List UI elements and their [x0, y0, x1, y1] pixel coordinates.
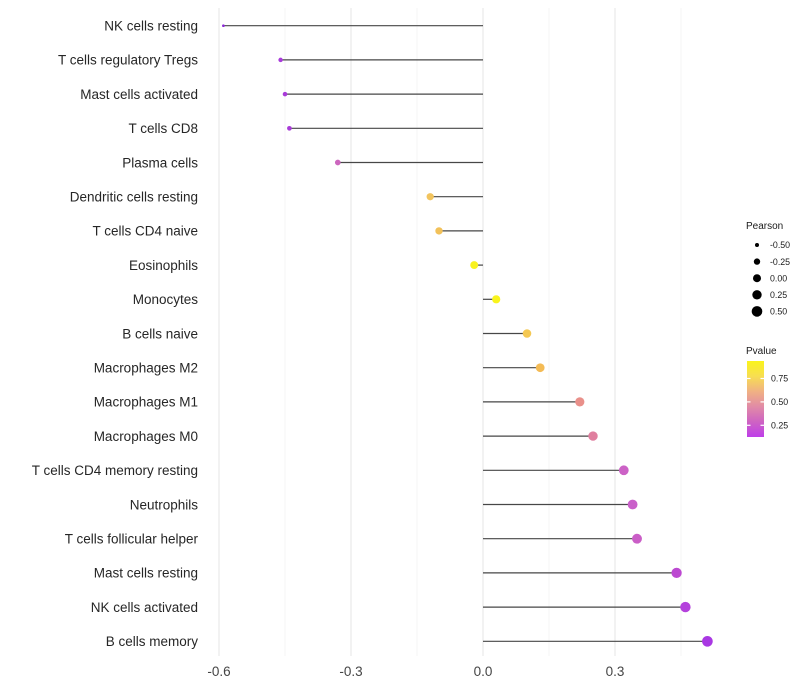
lollipop-dot: [535, 363, 545, 373]
y-axis-category-label: NK cells activated: [91, 600, 198, 615]
y-axis-category-label: Macrophages M0: [94, 429, 198, 444]
x-axis-tick-label: 0.0: [474, 664, 493, 679]
lollipop-dot: [588, 431, 598, 441]
legend-size-label: 0.25: [770, 290, 787, 300]
legend-size-dot: [754, 242, 760, 248]
lollipop-dot: [426, 193, 434, 201]
y-axis-category-label: Mast cells resting: [94, 566, 198, 581]
x-axis-tick-label: -0.6: [207, 664, 230, 679]
legend-pvalue-title: Pvalue: [746, 346, 777, 357]
y-axis-category-label: T cells regulatory Tregs: [58, 53, 198, 68]
legend-size-label: 0.50: [770, 307, 787, 317]
legend-pvalue-gradient-bar: [747, 361, 764, 437]
legend-pvalue-label: 0.75: [771, 374, 788, 384]
y-axis-category-label: Dendritic cells resting: [70, 190, 198, 205]
lollipop-dot: [278, 57, 283, 63]
legend-size-label: 0.00: [770, 273, 787, 283]
y-axis-category-label: NK cells resting: [104, 19, 198, 34]
legend-size-label: -0.25: [770, 257, 790, 267]
lollipop-dot: [492, 295, 501, 304]
lollipop-dot: [680, 601, 691, 613]
y-axis-category-label: Monocytes: [133, 292, 199, 307]
y-axis-category-label: Mast cells activated: [80, 87, 198, 102]
y-axis-category-label: T cells CD8: [128, 121, 198, 136]
y-axis-category-label: T cells follicular helper: [65, 532, 199, 547]
y-axis-category-label: T cells CD4 naive: [92, 224, 198, 239]
legend-size-dot: [752, 290, 762, 300]
legend-pearson-title: Pearson: [746, 221, 783, 232]
lollipop-dot: [522, 329, 532, 338]
lollipop-dot: [222, 24, 225, 28]
y-axis-category-label: T cells CD4 memory resting: [32, 463, 198, 478]
x-axis-tick-label: -0.3: [339, 664, 362, 679]
lollipop-dot: [627, 499, 638, 510]
y-axis-category-label: Macrophages M1: [94, 395, 198, 410]
lollipop-dot: [618, 465, 629, 476]
legend-size-dot: [751, 306, 763, 317]
lollipop-dot: [470, 261, 479, 270]
legend-size-label: -0.50: [770, 240, 790, 250]
lollipop-dot: [435, 227, 443, 235]
y-axis-category-label: B cells memory: [106, 634, 199, 649]
y-axis-category-label: Eosinophils: [129, 258, 198, 273]
x-axis-tick-label: 0.3: [606, 664, 625, 679]
lollipop-dot: [671, 567, 682, 579]
lollipop-dot: [632, 533, 642, 544]
y-axis-category-label: Macrophages M2: [94, 361, 198, 376]
legend-size-dot: [753, 258, 761, 265]
lollipop-dot: [575, 397, 585, 407]
y-axis-category-label: Plasma cells: [122, 155, 198, 170]
lollipop-dot: [702, 635, 713, 647]
y-axis-category-label: B cells naive: [122, 326, 198, 341]
legend-pvalue-label: 0.50: [771, 397, 788, 407]
lollipop-dot: [282, 91, 288, 97]
legend-pvalue-label: 0.25: [771, 421, 788, 431]
lollipop-dot: [334, 159, 341, 166]
lollipop-dot: [287, 125, 292, 131]
legend-size-dot: [752, 274, 762, 283]
y-axis-category-label: Neutrophils: [130, 497, 199, 512]
